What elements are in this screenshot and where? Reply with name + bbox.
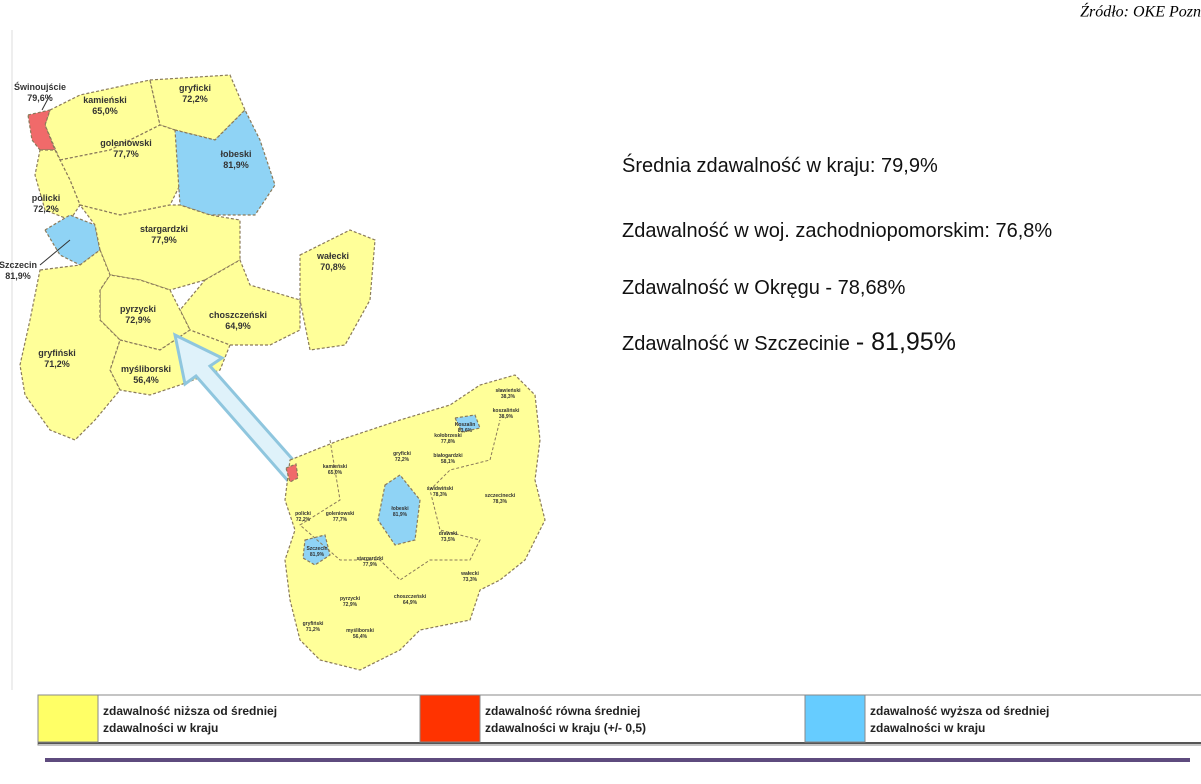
region-value: 71,2% xyxy=(44,359,70,369)
region-value: 78,3% xyxy=(433,492,448,498)
region-name: choszczeński xyxy=(394,594,427,600)
region-value: 73,3% xyxy=(463,577,478,583)
region xyxy=(377,474,421,546)
region-value: 79,6% xyxy=(27,93,53,103)
region xyxy=(44,79,161,161)
region-value: 81,9% xyxy=(393,512,408,518)
region-name: kamieński xyxy=(83,95,127,105)
region-name: gryficki xyxy=(179,83,211,93)
highlight-value: - 81,95% xyxy=(856,328,956,356)
region-name: policki xyxy=(295,511,311,517)
region xyxy=(285,463,299,483)
region-value: 38,9% xyxy=(499,414,514,420)
region-name: łobeski xyxy=(220,149,251,159)
region-name: świdwiński xyxy=(427,486,454,492)
region-value: 65,0% xyxy=(92,106,118,116)
region-value: 72,9% xyxy=(125,315,151,325)
region-name: sławieński xyxy=(495,388,521,394)
region-value: 72,2% xyxy=(182,94,208,104)
region-value: 58,1% xyxy=(441,459,456,465)
region-value: 83,6% xyxy=(458,428,473,434)
region-name: koszaliński xyxy=(493,408,520,414)
region-name: stargardzki xyxy=(140,224,188,234)
region-name: gryfiński xyxy=(38,348,76,358)
region-value: 73,5% xyxy=(441,537,456,543)
region-name: Koszalin xyxy=(455,422,476,428)
leader xyxy=(39,239,71,266)
region-value: 71,2% xyxy=(306,627,321,633)
region-value: 77,7% xyxy=(113,149,139,159)
region xyxy=(299,229,376,351)
region-name: gryficki xyxy=(393,451,411,457)
region-name: drawski xyxy=(439,531,458,537)
region-value: 81,9% xyxy=(223,160,249,170)
region-value: 77,7% xyxy=(333,517,348,523)
region-name: białogardzki xyxy=(433,453,463,459)
region-name: Świnoujście xyxy=(14,81,66,92)
region-value: 64,9% xyxy=(403,600,418,606)
source: Źródło: OKE Pozn xyxy=(1080,1,1201,20)
legend-label: zdawalność wyższa od średniej xyxy=(870,704,1049,718)
stat-line: Zdawalność w woj. zachodniopomorskim: 76… xyxy=(622,220,1052,242)
region-name: goleniowski xyxy=(326,511,355,517)
region-value: 77,9% xyxy=(151,235,177,245)
region-value: 56,4% xyxy=(353,634,368,640)
legend-swatch xyxy=(419,694,481,743)
region-name: goleniowski xyxy=(100,138,152,148)
legend-swatch xyxy=(804,694,866,743)
leader xyxy=(41,94,51,111)
region-value: 72,9% xyxy=(343,602,358,608)
region-value: 77,9% xyxy=(363,562,378,568)
region-value: 65,0% xyxy=(328,470,343,476)
region-name: wałecki xyxy=(460,571,479,577)
region-name: stargardzki xyxy=(357,556,384,562)
region-name: Szczecin xyxy=(306,546,327,552)
region-value: 56,4% xyxy=(133,375,159,385)
region-value: 81,9% xyxy=(310,552,325,558)
region-name: policki xyxy=(32,193,61,203)
region xyxy=(454,414,481,433)
region-value: 78,3% xyxy=(493,499,508,505)
region-value: 72,2% xyxy=(33,204,59,214)
region xyxy=(302,534,331,566)
region-name: pyrzycki xyxy=(120,304,156,314)
stat-line: Średnia zdawalność w kraju: 79,9% xyxy=(622,153,938,177)
region-value: 70,8% xyxy=(320,262,346,272)
region-name: szczecinecki xyxy=(485,493,516,499)
legend-label: zdawalność niższa od średniej xyxy=(103,704,277,718)
region-name: Szczecin xyxy=(0,260,37,270)
region-value: 72,2% xyxy=(395,457,410,463)
region-name: kamieński xyxy=(323,464,348,470)
legend-label: zdawalności w kraju (+/- 0,5) xyxy=(485,721,646,735)
legend-swatch xyxy=(37,694,99,743)
region-value: 38,3% xyxy=(501,394,516,400)
region-value: 72,2% xyxy=(296,517,311,523)
legend-label: zdawalność równa średniej xyxy=(485,704,640,718)
highlight-line: Zdawalność w Szczecinie - 81,95% xyxy=(622,328,956,356)
region xyxy=(19,249,121,441)
legend-box xyxy=(37,694,1201,746)
highlight-label: Zdawalność w Szczecinie xyxy=(622,333,850,355)
region-name: choszczeński xyxy=(209,310,267,320)
legend-label: zdawalności w kraju xyxy=(103,721,218,735)
region-name: myśliborski xyxy=(346,628,374,634)
region-value: 64,9% xyxy=(225,321,251,331)
region-name: kołobrzeski xyxy=(434,433,462,439)
region-value: 77,8% xyxy=(441,439,456,445)
region-value: 81,9% xyxy=(5,271,31,281)
region-name: wałecki xyxy=(316,251,349,261)
stat-line: Zdawalność w Okręgu - 78,68% xyxy=(622,277,906,299)
region-name: myśliborski xyxy=(121,364,171,374)
region-name: gryfiński xyxy=(303,621,324,627)
legend-label: zdawalności w kraju xyxy=(870,721,985,735)
region-name: łobeski xyxy=(391,506,409,512)
region-name: pyrzycki xyxy=(340,596,361,602)
border xyxy=(299,419,501,581)
